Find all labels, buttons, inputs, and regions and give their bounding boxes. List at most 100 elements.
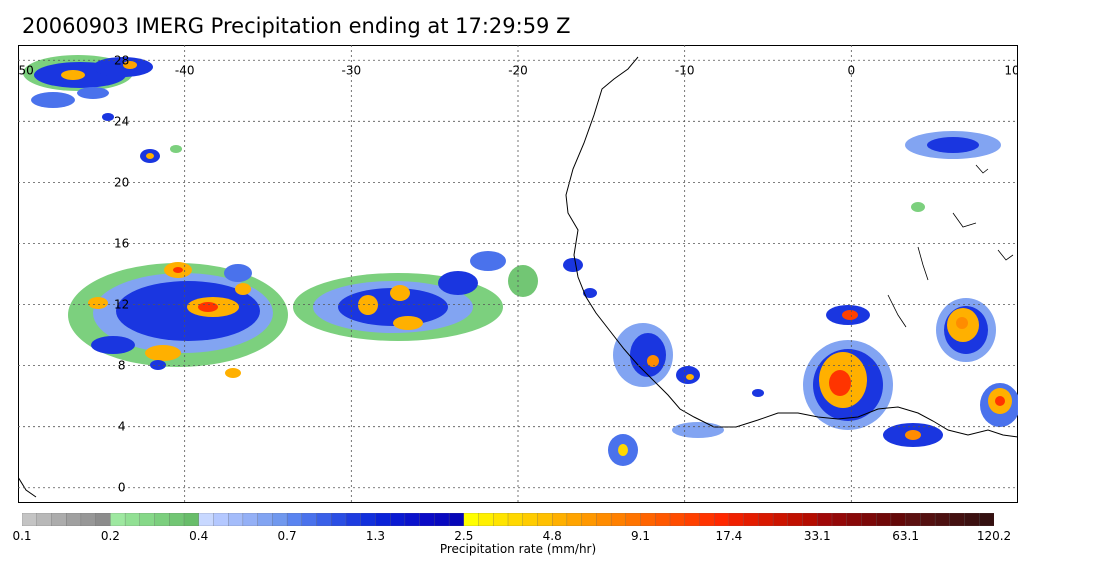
colorbar-swatch <box>787 513 804 526</box>
colorbar-swatch <box>66 513 82 526</box>
colorbar-swatch <box>124 513 141 526</box>
coastline <box>18 56 1018 498</box>
lat-tick-label: 12 <box>114 298 129 312</box>
colorbar-swatch <box>331 513 347 526</box>
colorbar-swatch <box>390 513 406 526</box>
colorbar-swatch <box>581 513 597 526</box>
colorbar-swatch <box>802 513 818 526</box>
lat-tick-label: 20 <box>114 175 129 189</box>
lon-tick-label: -10 <box>675 63 695 77</box>
colorbar-swatch <box>684 513 701 526</box>
colorbar-tick-label: 0.7 <box>277 529 297 543</box>
colorbar-swatch <box>257 513 273 526</box>
colorbar-swatch <box>890 513 907 526</box>
colorbar-swatch <box>905 513 921 526</box>
lat-tick-label: 24 <box>114 114 129 128</box>
colorbar-swatch <box>743 513 759 526</box>
colorbar-swatch <box>36 513 53 526</box>
colorbar-swatch <box>242 513 259 526</box>
colorbar-swatch <box>434 513 450 526</box>
precip-cell <box>170 145 182 153</box>
precip-cell <box>911 202 925 212</box>
colorbar-swatch <box>831 513 848 526</box>
colorbar-swatch <box>139 513 156 526</box>
colorbar-swatch <box>699 513 715 526</box>
map-title: 20060903 IMERG Precipitation ending at 1… <box>22 14 571 38</box>
lon-tick-labels: -50 -40 -30 -20 -10 0 10 <box>18 63 1018 77</box>
colorbar-swatch <box>979 513 994 526</box>
colorbar-title: Precipitation rate (mm/hr) <box>439 542 597 556</box>
precip-cell <box>613 323 764 397</box>
colorbar-swatch <box>949 513 966 526</box>
colorbar <box>22 513 994 526</box>
precip-cell <box>140 149 160 163</box>
inland-lakes <box>887 164 1014 328</box>
lat-tick-labels: 0 4 8 12 16 20 24 28 <box>114 53 129 494</box>
colorbar-swatch <box>183 513 200 526</box>
graticule <box>18 45 1018 503</box>
colorbar-swatch <box>213 513 229 526</box>
precip-cell <box>68 262 288 378</box>
colorbar-swatch <box>714 513 730 526</box>
colorbar-tick-label: 0.2 <box>100 529 120 543</box>
colorbar-swatch <box>198 513 215 526</box>
colorbar-swatch <box>493 513 509 526</box>
precip-cell <box>563 258 583 272</box>
colorbar-swatch <box>817 513 833 526</box>
colorbar-swatch <box>228 513 244 526</box>
precip-cell <box>293 251 538 341</box>
precip-cell <box>23 55 153 108</box>
colorbar-swatch <box>316 513 332 526</box>
colorbar-swatch <box>463 513 480 526</box>
lon-tick-label: 10 <box>1004 63 1018 77</box>
colorbar-swatch <box>448 513 465 526</box>
precip-cell <box>803 305 943 447</box>
colorbar-swatch <box>566 513 583 526</box>
colorbar-swatch <box>154 513 170 526</box>
colorbar-swatch <box>272 513 288 526</box>
colorbar-swatch <box>478 513 494 526</box>
lon-tick-label: 0 <box>848 63 856 77</box>
lat-tick-label: 28 <box>114 53 129 67</box>
colorbar-swatch <box>110 513 126 526</box>
colorbar-swatch <box>375 513 391 526</box>
colorbar-swatch <box>51 513 67 526</box>
colorbar-swatch <box>655 513 671 526</box>
colorbar-swatch <box>286 513 303 526</box>
precip-cell <box>608 422 724 466</box>
lon-tick-label: -20 <box>508 63 528 77</box>
colorbar-swatch <box>404 513 421 526</box>
lon-tick-label: -30 <box>342 63 362 77</box>
colorbar-swatch <box>360 513 377 526</box>
colorbar-swatch <box>95 513 111 526</box>
colorbar-tick-label: 9.1 <box>630 529 651 543</box>
colorbar-tick-label: 0.4 <box>189 529 209 543</box>
colorbar-swatch <box>772 513 789 526</box>
colorbar-swatch <box>920 513 936 526</box>
colorbar-swatch <box>610 513 627 526</box>
colorbar-tick-label: 4.8 <box>542 529 562 543</box>
colorbar-swatch <box>964 513 980 526</box>
colorbar-swatch <box>596 513 612 526</box>
colorbar-swatch <box>669 513 686 526</box>
colorbar-swatch <box>728 513 745 526</box>
colorbar-swatch <box>934 513 951 526</box>
precip-cells <box>23 55 1018 466</box>
lat-tick-label: 4 <box>118 420 126 434</box>
colorbar-swatch <box>758 513 774 526</box>
colorbar-tick-label: 1.3 <box>365 529 385 543</box>
lat-tick-label: 8 <box>118 359 126 373</box>
colorbar-swatch <box>522 513 539 526</box>
precip-cell <box>102 113 114 121</box>
colorbar-swatch <box>507 513 524 526</box>
colorbar-swatch <box>537 513 553 526</box>
colorbar-swatch <box>169 513 185 526</box>
colorbar-swatch <box>861 513 877 526</box>
precip-cell <box>980 383 1018 427</box>
lon-tick-label: -40 <box>175 63 195 77</box>
colorbar-swatch <box>80 513 97 526</box>
colorbar-swatch <box>345 513 362 526</box>
colorbar-tick-label: 2.5 <box>454 529 474 543</box>
colorbar-tick-label: 0.1 <box>12 529 32 543</box>
colorbar-swatch <box>22 513 38 526</box>
